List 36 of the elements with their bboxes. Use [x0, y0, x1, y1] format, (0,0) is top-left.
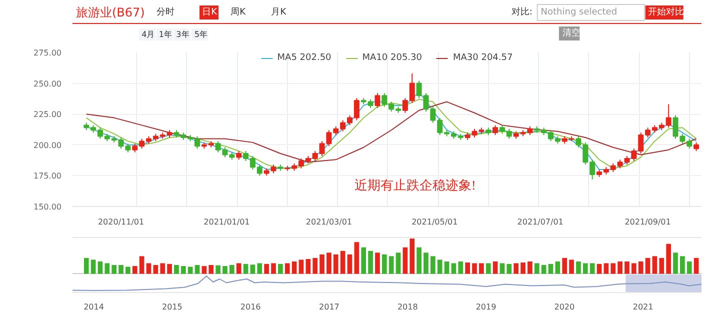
text: Nothing selected [540, 8, 618, 18]
x-tick-label: 2021/03/01 [306, 218, 352, 226]
x-tick-label: 2021 [632, 302, 654, 312]
x-tick-label: 2014 [84, 302, 104, 312]
legend-label: MA30 204.57 [453, 53, 513, 63]
text: 1年 [158, 30, 172, 39]
x-tick-label: 2021/01/01 [204, 218, 250, 226]
x-tick-label: 2015 [162, 302, 182, 312]
text: 月K [271, 8, 288, 18]
legend-label: MA5 202.50 [277, 53, 332, 63]
text: 周K [230, 6, 247, 18]
x-tick-label: 2021/07/01 [517, 218, 564, 226]
x-tick-label: 2019 [476, 302, 496, 312]
y-tick-label: 275.00 [34, 48, 62, 58]
y-tick-label: 150.00 [34, 202, 62, 212]
x-tick-label: 2020/11/01 [98, 218, 144, 226]
x-tick-label: 2016 [240, 302, 261, 312]
y-tick-label: 200.00 [34, 140, 62, 150]
text: 开始对比 [648, 6, 684, 18]
x-tick-label: 2020 [554, 302, 575, 312]
text: 分时 [156, 6, 174, 18]
x-tick-label: 2021/09/01 [624, 218, 671, 226]
y-tick-label: 225.00 [34, 110, 62, 120]
x-tick-label: 2018 [397, 302, 418, 312]
text: 日K [202, 8, 218, 18]
y-tick-label: 175.00 [34, 172, 62, 181]
y-tick-label: 250.00 [34, 79, 62, 88]
x-tick-label: 2021/05/01 [412, 218, 458, 226]
text: 3年 [176, 30, 190, 39]
text: 对比: [511, 6, 532, 18]
legend-label: MA10 205.30 [362, 53, 422, 63]
annotation: 近期有止跌企稳迹象! [354, 178, 476, 192]
text: 5年 [194, 30, 208, 39]
text: 旅游业(B67) [76, 6, 145, 20]
x-tick-label: 2017 [319, 302, 340, 312]
text: 4月 [142, 30, 155, 39]
